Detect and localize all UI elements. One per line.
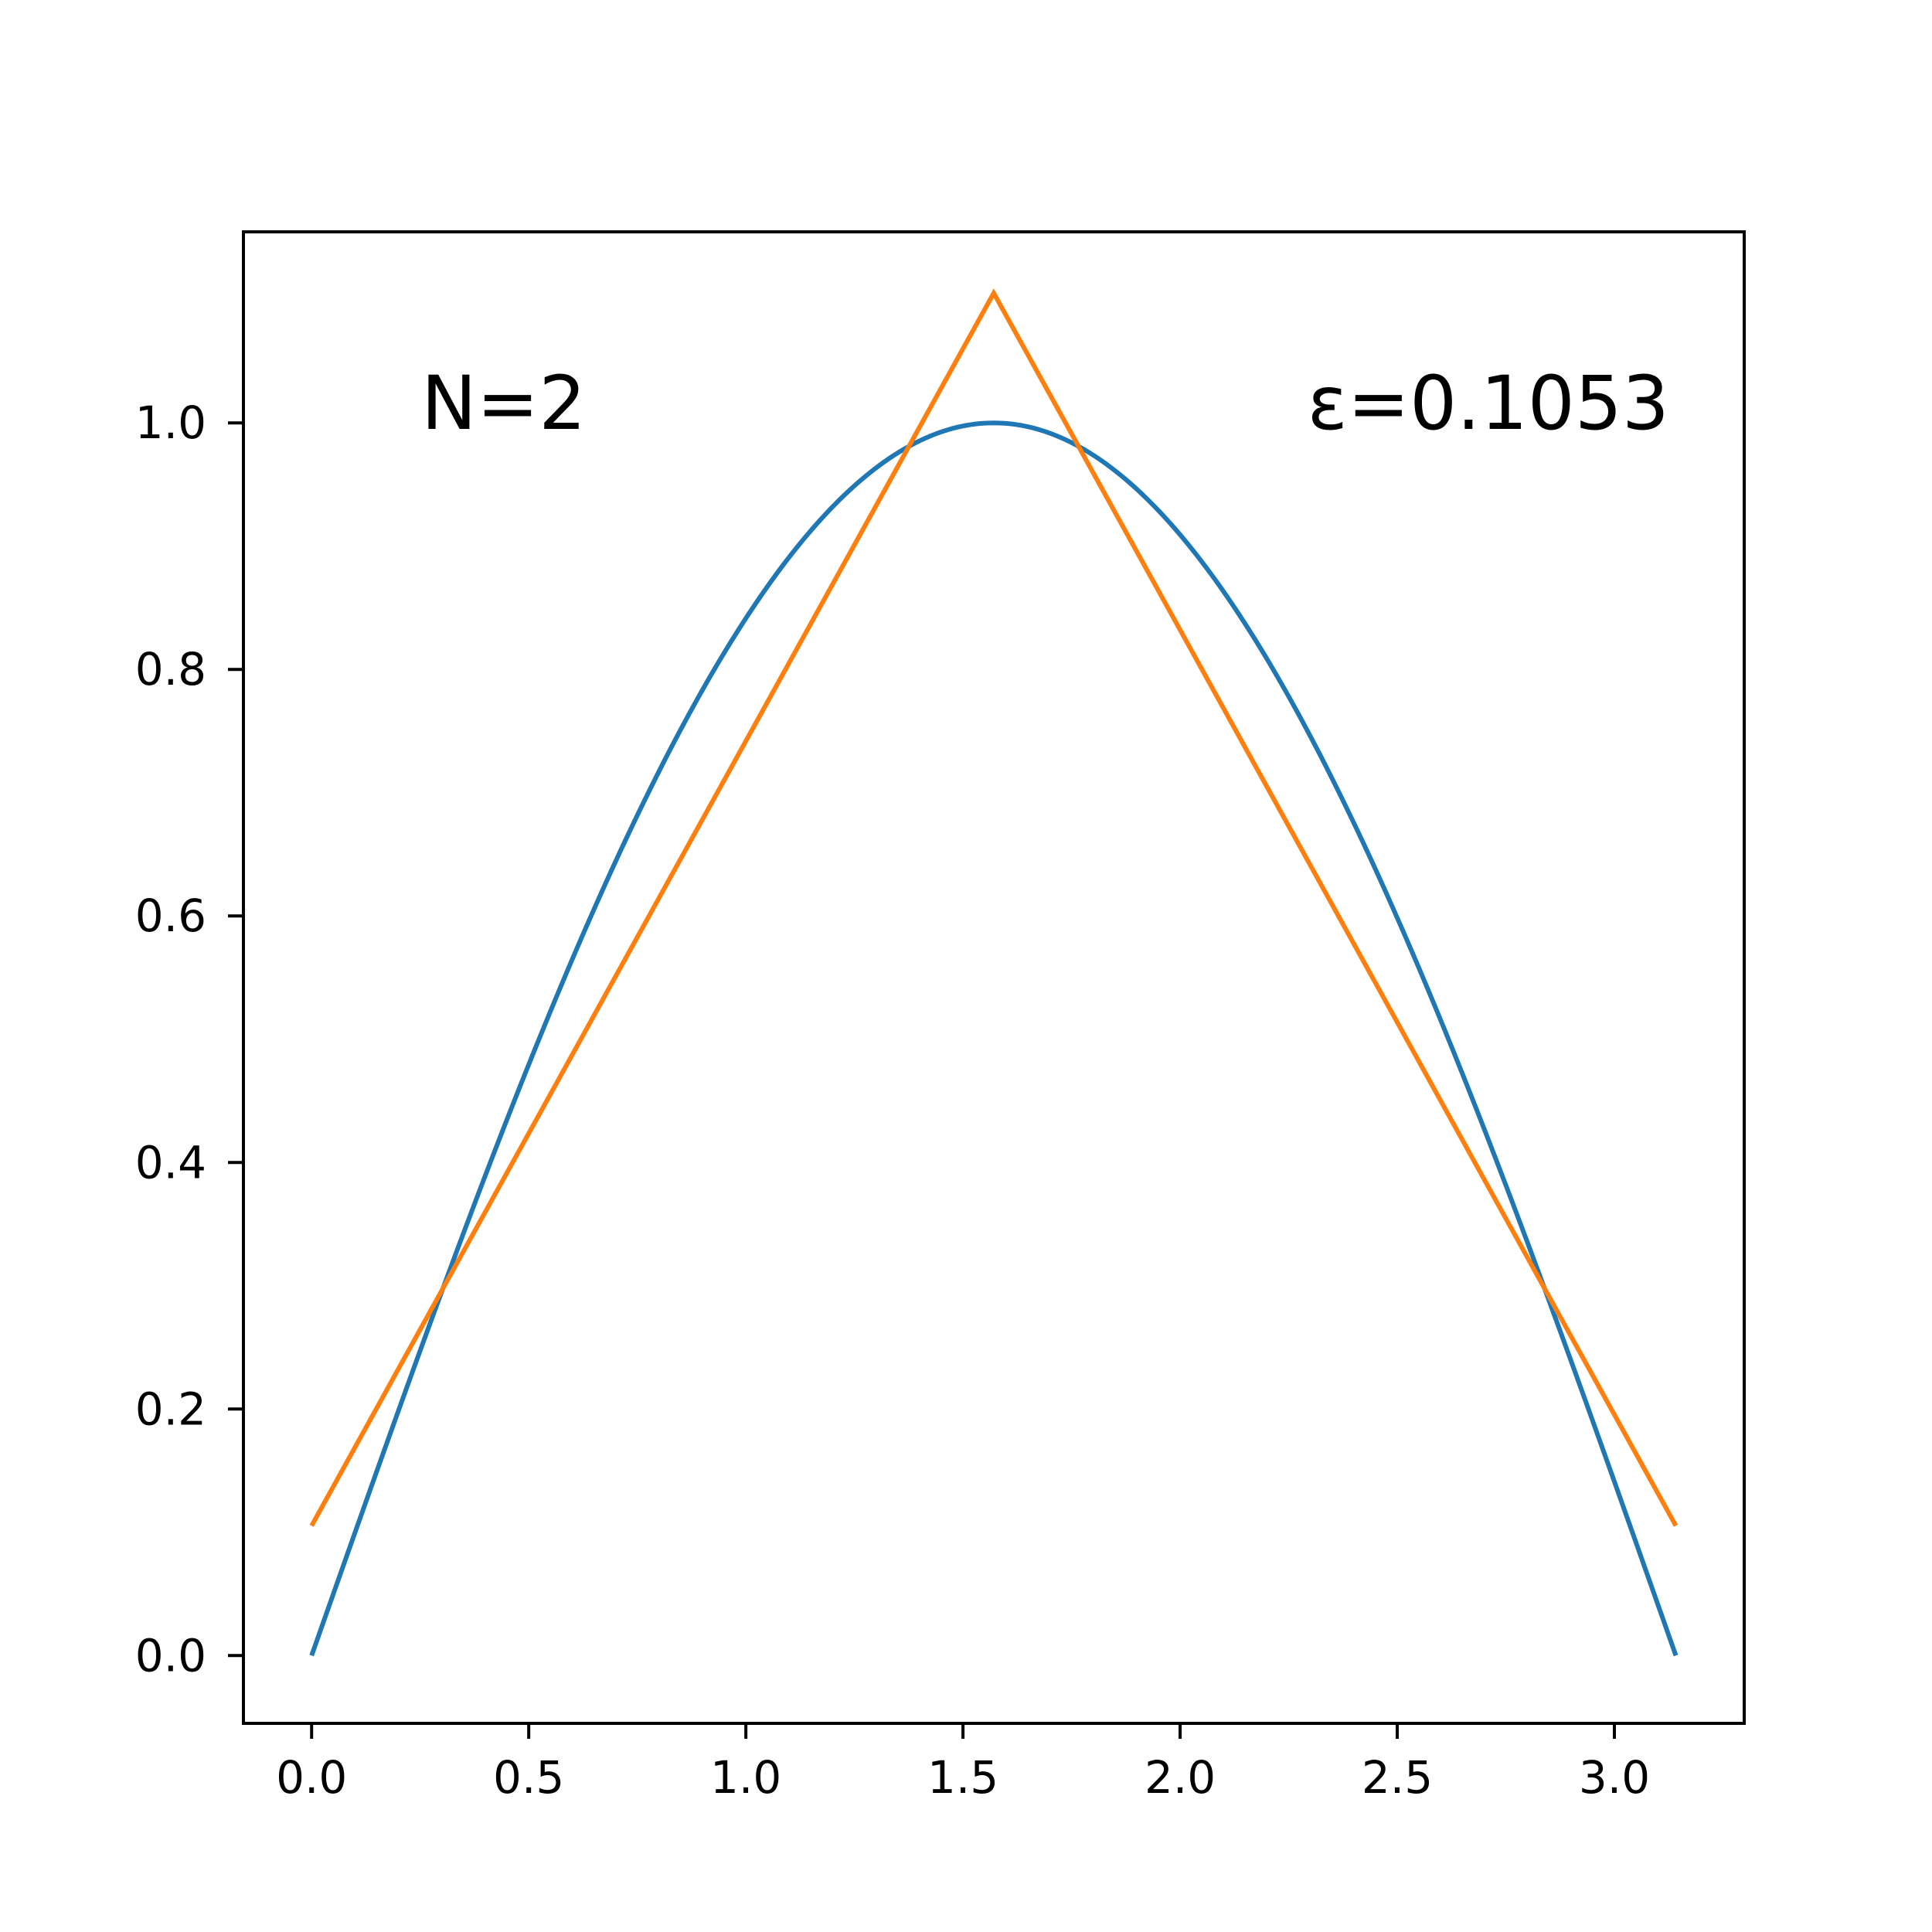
x-tick-label: 0.0 xyxy=(276,1751,347,1804)
series-line-2 xyxy=(309,288,1679,1527)
x-tick-label: 2.5 xyxy=(1362,1751,1433,1804)
y-tick-label: 1.0 xyxy=(135,396,206,449)
epsilon-annotation: ε=0.1053 xyxy=(1308,360,1669,447)
x-tick-label: 0.5 xyxy=(493,1751,564,1804)
series-layer xyxy=(309,288,1679,1657)
y-tick-label: 0.4 xyxy=(135,1136,206,1189)
series-line-1 xyxy=(309,420,1679,1657)
x-tick-label: 1.5 xyxy=(927,1751,998,1804)
x-tick-label: 3.0 xyxy=(1579,1751,1650,1804)
y-tick-label: 0.6 xyxy=(135,889,206,942)
ticks-layer: 0.0 0.5 1.0 1.5 2.0 2.5 3.0 0.0 0.2 0.4 0.6 0.8 1.0 xyxy=(135,396,1650,1804)
x-tick-label: 1.0 xyxy=(710,1751,781,1804)
x-tick-label: 2.0 xyxy=(1145,1751,1216,1804)
y-tick-label: 0.8 xyxy=(135,643,206,696)
y-tick-label: 0.2 xyxy=(135,1383,206,1435)
y-tick-label: 0.0 xyxy=(135,1629,206,1682)
axes-frame xyxy=(242,230,1746,1725)
n-annotation: N=2 xyxy=(421,360,586,447)
